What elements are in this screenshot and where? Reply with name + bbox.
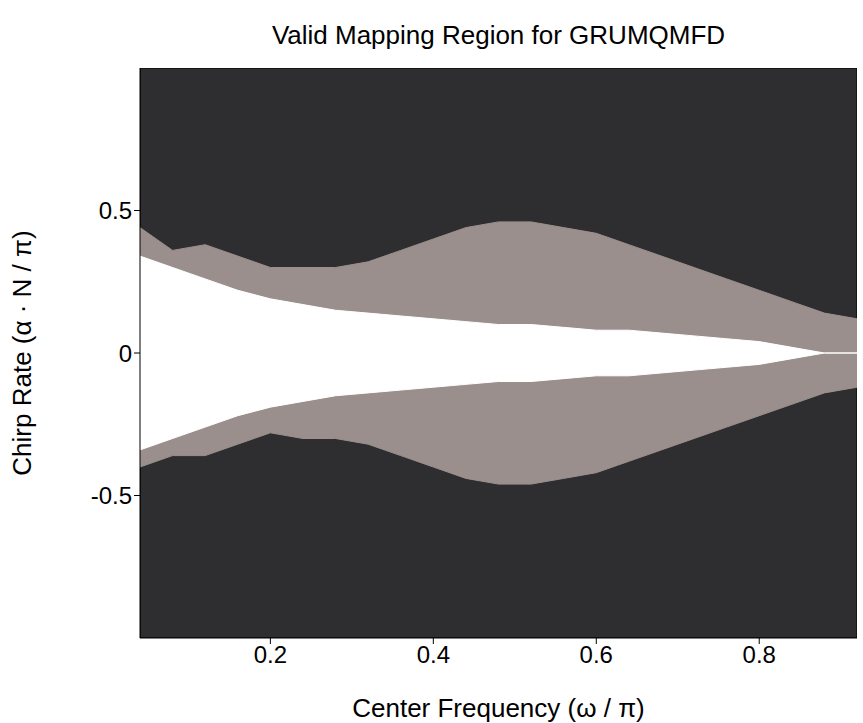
svg-text:0: 0 xyxy=(119,340,132,367)
svg-text:Center Frequency (ω / π): Center Frequency (ω / π) xyxy=(352,693,645,723)
svg-text:0.8: 0.8 xyxy=(743,641,776,668)
svg-text:0.5: 0.5 xyxy=(99,197,132,224)
svg-text:0.2: 0.2 xyxy=(254,641,287,668)
svg-text:Chirp Rate (α · N / π): Chirp Rate (α · N / π) xyxy=(7,230,37,475)
html-text:Valid Mapping Region for GRUMQ: Valid Mapping Region for GRUMQMFD xyxy=(271,20,726,50)
svg-text:-0.5: -0.5 xyxy=(91,482,132,509)
svg-text:0.6: 0.6 xyxy=(580,641,613,668)
svg-text:0.4: 0.4 xyxy=(417,641,450,668)
